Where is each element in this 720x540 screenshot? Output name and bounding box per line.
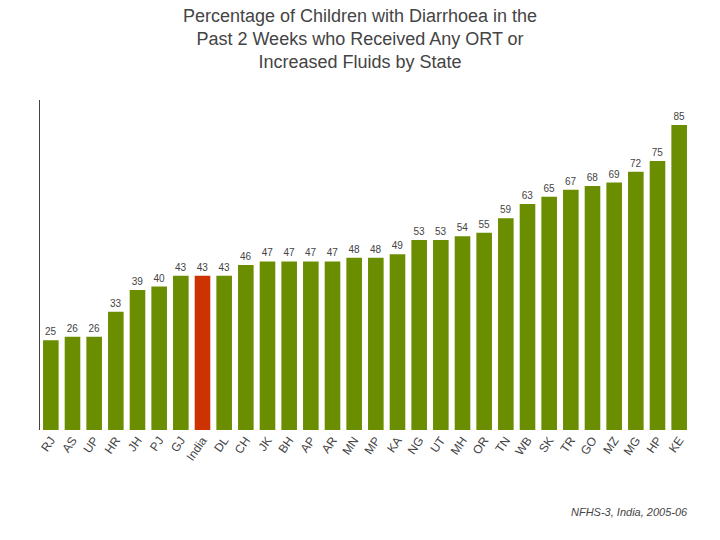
svg-text:48: 48	[370, 244, 382, 255]
svg-text:26: 26	[88, 323, 100, 334]
svg-text:KA: KA	[384, 434, 405, 455]
svg-text:43: 43	[218, 262, 230, 273]
svg-text:JH: JH	[125, 434, 145, 454]
svg-text:39: 39	[132, 276, 144, 287]
svg-text:WB: WB	[512, 434, 535, 458]
svg-text:33: 33	[110, 298, 122, 309]
svg-text:54: 54	[457, 222, 469, 233]
svg-text:47: 47	[327, 247, 339, 258]
svg-text:69: 69	[608, 169, 620, 180]
svg-text:53: 53	[435, 226, 447, 237]
svg-text:BH: BH	[276, 434, 297, 456]
svg-text:PJ: PJ	[147, 434, 167, 454]
svg-text:NFHS-3, India, 2005-06: NFHS-3, India, 2005-06	[571, 506, 688, 518]
svg-text:72: 72	[630, 158, 642, 169]
svg-text:47: 47	[283, 247, 295, 258]
svg-text:HP: HP	[644, 434, 665, 456]
svg-text:DL: DL	[211, 434, 231, 455]
svg-text:NG: NG	[405, 434, 427, 457]
svg-text:OR: OR	[470, 434, 492, 457]
svg-text:UT: UT	[428, 434, 449, 456]
svg-text:MN: MN	[339, 434, 361, 457]
svg-text:AS: AS	[59, 434, 80, 455]
svg-text:55: 55	[478, 219, 490, 230]
svg-text:85: 85	[673, 111, 685, 122]
svg-text:67: 67	[565, 176, 577, 187]
svg-text:68: 68	[587, 172, 599, 183]
svg-text:UP: UP	[81, 434, 102, 456]
svg-text:25: 25	[45, 326, 57, 337]
svg-text:TN: TN	[493, 434, 514, 455]
svg-text:63: 63	[522, 190, 534, 201]
svg-text:47: 47	[262, 247, 274, 258]
svg-text:75: 75	[652, 147, 664, 158]
svg-text:AP: AP	[298, 434, 319, 455]
svg-text:JK: JK	[255, 434, 275, 454]
svg-text:48: 48	[348, 244, 360, 255]
svg-text:India: India	[183, 434, 210, 464]
svg-text:46: 46	[240, 251, 252, 262]
svg-text:MP: MP	[361, 434, 383, 457]
svg-text:Percentage of Children with Di: Percentage of Children with Diarrhoea in…	[183, 6, 537, 73]
svg-text:TR: TR	[558, 434, 579, 455]
svg-text:SK: SK	[536, 434, 557, 455]
svg-text:AR: AR	[319, 434, 340, 456]
svg-text:40: 40	[153, 273, 165, 284]
svg-text:MZ: MZ	[600, 434, 621, 456]
svg-text:43: 43	[197, 262, 209, 273]
svg-text:MH: MH	[448, 434, 470, 457]
svg-text:49: 49	[392, 240, 404, 251]
svg-text:HR: HR	[102, 434, 124, 457]
svg-text:26: 26	[67, 323, 79, 334]
svg-text:47: 47	[305, 247, 317, 258]
svg-text:KE: KE	[666, 434, 687, 455]
svg-text:59: 59	[500, 204, 512, 215]
svg-text:MG: MG	[621, 434, 644, 458]
svg-text:65: 65	[543, 183, 555, 194]
svg-text:GO: GO	[578, 434, 600, 457]
svg-text:CH: CH	[232, 434, 253, 456]
svg-text:53: 53	[413, 226, 425, 237]
svg-text:43: 43	[175, 262, 187, 273]
svg-text:GJ: GJ	[168, 434, 188, 455]
svg-text:RJ: RJ	[38, 434, 58, 454]
